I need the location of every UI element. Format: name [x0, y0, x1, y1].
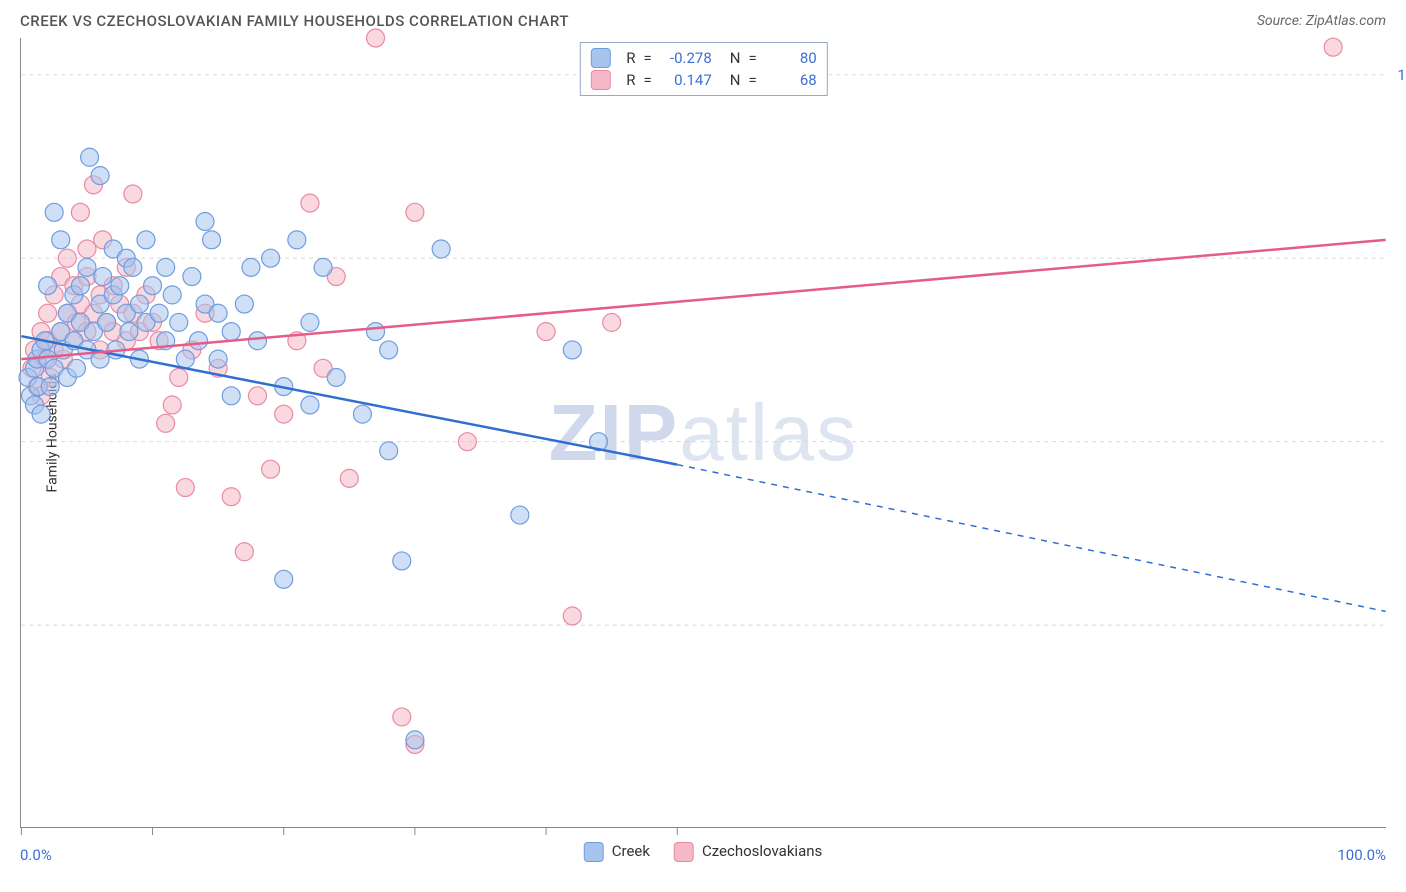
x-axis-min-label: 0.0% — [20, 846, 52, 864]
legend-swatch-creek — [590, 48, 610, 68]
chart-svg — [21, 38, 1386, 827]
source-credit: Source: ZipAtlas.com — [1257, 13, 1386, 29]
chart-title: CREEK VS CZECHOSLOVAKIAN FAMILY HOUSEHOL… — [20, 12, 569, 30]
legend-eq: = — [644, 71, 652, 89]
legend-row-creek: R = -0.278 N = 80 — [590, 47, 816, 69]
legend-eq: = — [644, 49, 652, 67]
legend-eq: = — [748, 71, 756, 89]
legend-swatch-czech — [590, 70, 610, 90]
chart-header: CREEK VS CZECHOSLOVAKIAN FAMILY HOUSEHOL… — [0, 0, 1406, 38]
legend-swatch-czech — [674, 842, 694, 862]
legend-r-value-czech: 0.147 — [660, 71, 712, 89]
bottom-legend-item-creek: Creek — [584, 842, 650, 862]
legend-eq: = — [748, 49, 756, 67]
source-label: Source: — [1257, 13, 1302, 29]
x-axis-max-label: 100.0% — [1337, 846, 1386, 864]
bottom-legend-item-czech: Czechoslovakians — [674, 842, 822, 862]
legend-label-creek: Creek — [612, 842, 650, 860]
bottom-legend: Creek Czechoslovakians — [584, 842, 823, 862]
legend-label-czech: Czechoslovakians — [702, 842, 822, 860]
legend-r-value-creek: -0.278 — [660, 49, 712, 67]
y-tick-label: 100.0% — [1397, 66, 1406, 84]
legend-n-label: N — [730, 49, 741, 67]
legend-n-value-czech: 68 — [765, 71, 817, 89]
chart-plot-area: ZIPatlas Family Households R = -0.278 N … — [20, 38, 1386, 828]
legend-n-label: N — [730, 71, 741, 89]
legend-n-value-creek: 80 — [765, 49, 817, 67]
legend-r-label: R — [626, 49, 635, 67]
legend-swatch-creek — [584, 842, 604, 862]
legend-row-czech: R = 0.147 N = 68 — [590, 69, 816, 91]
legend-r-label: R — [626, 71, 635, 89]
source-value: ZipAtlas.com — [1306, 13, 1386, 29]
legend-correlation-box: R = -0.278 N = 80 R = 0.147 N = 68 — [579, 42, 827, 96]
x-axis-footer: 0.0% 100.0% Creek Czechoslovakians — [20, 838, 1386, 862]
